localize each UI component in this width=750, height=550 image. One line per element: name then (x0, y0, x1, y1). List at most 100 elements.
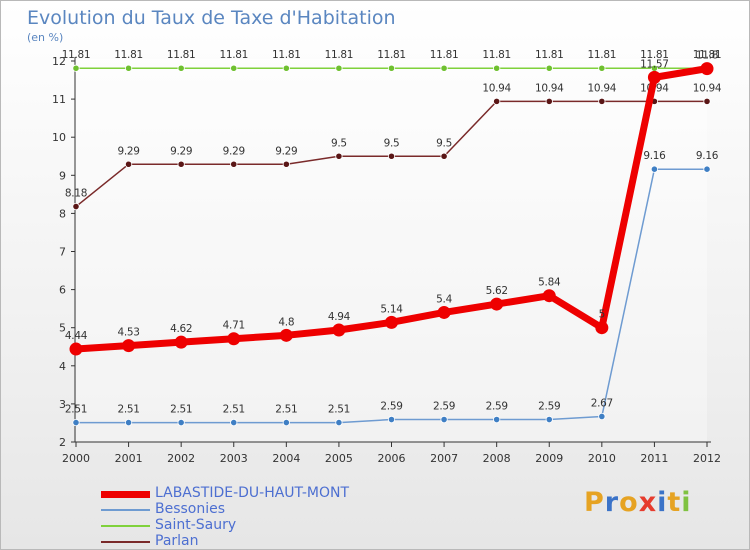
data-point-parlan (124, 160, 133, 168)
data-label-labastide-du-haut-mont: 5 (599, 309, 605, 321)
data-point-parlan (703, 97, 711, 105)
y-tick-label: 4 (59, 360, 66, 373)
data-label-bessonies: 2.67 (591, 397, 613, 409)
data-label-saint-saury: 11.81 (272, 49, 301, 61)
data-label-labastide-du-haut-mont: 4.8 (278, 316, 294, 328)
legend-label-saint-saury: Saint-Saury (155, 517, 237, 533)
data-point-labastide-du-haut-mont (700, 62, 714, 76)
plot-area (76, 59, 707, 442)
data-point-bessonies (598, 412, 606, 421)
data-label-bessonies: 2.59 (538, 401, 560, 413)
data-label-saint-saury: 11.81 (693, 49, 722, 61)
y-tick-label: 3 (59, 398, 66, 411)
legend-label-labastide: LABASTIDE-DU-HAUT-MONT (155, 485, 349, 501)
data-point-parlan (72, 202, 80, 211)
data-label-saint-saury: 11.81 (219, 49, 248, 61)
logo-letter: t (667, 487, 682, 518)
data-point-labastide-du-haut-mont (227, 332, 241, 346)
x-tick-label: 2005 (325, 452, 353, 465)
data-label-saint-saury: 11.81 (588, 49, 617, 61)
data-point-bessonies (545, 415, 553, 424)
chart-title: Evolution du Taux de Taxe d'Habitation (27, 7, 396, 29)
data-point-labastide-du-haut-mont (385, 315, 398, 329)
legend-label-bessonies: Bessonies (155, 501, 226, 517)
x-tick-label: 2007 (430, 452, 458, 465)
data-point-labastide-du-haut-mont (595, 321, 609, 335)
data-label-parlan: 9.29 (275, 145, 297, 157)
x-tick-label: 2009 (535, 452, 563, 465)
data-point-saint-saury (282, 64, 290, 72)
data-point-bessonies (282, 418, 290, 427)
data-point-parlan (598, 97, 606, 105)
data-point-saint-saury (545, 64, 553, 72)
data-label-labastide-du-haut-mont: 4.62 (170, 323, 192, 335)
data-label-parlan: 9.29 (223, 145, 245, 157)
x-tick-label: 2012 (693, 452, 721, 465)
data-label-labastide-du-haut-mont: 4.44 (65, 330, 88, 342)
data-point-bessonies (650, 165, 659, 173)
data-point-parlan (177, 160, 185, 168)
data-label-bessonies: 2.51 (117, 404, 139, 416)
logo-letter: P (584, 487, 605, 518)
data-point-parlan (440, 152, 448, 160)
data-label-bessonies: 2.51 (328, 404, 350, 416)
data-point-saint-saury (72, 64, 80, 72)
legend-swatch-saint-saury (101, 525, 150, 527)
legend-label-parlan: Parlan (155, 533, 199, 549)
data-point-parlan (282, 160, 290, 168)
data-label-labastide-du-haut-mont: 4.53 (117, 327, 139, 339)
data-label-labastide-du-haut-mont: 5.84 (538, 277, 561, 289)
y-tick-label: 2 (59, 436, 66, 449)
data-point-bessonies (493, 415, 501, 424)
y-tick-label: 9 (59, 169, 66, 182)
data-label-parlan: 8.18 (65, 188, 87, 200)
data-point-bessonies (72, 418, 80, 427)
data-point-saint-saury (387, 64, 396, 72)
data-label-parlan: 10.94 (535, 82, 564, 94)
data-label-saint-saury: 11.81 (325, 49, 354, 61)
data-point-saint-saury (230, 64, 238, 72)
data-point-parlan (387, 152, 396, 160)
data-label-bessonies: 9.16 (643, 150, 666, 162)
logo-letter: i (657, 487, 668, 518)
data-label-bessonies: 2.51 (170, 404, 192, 416)
data-label-bessonies: 2.59 (433, 401, 455, 413)
data-point-labastide-du-haut-mont (122, 339, 136, 353)
x-tick-label: 2011 (640, 452, 668, 465)
data-point-saint-saury (177, 64, 185, 72)
data-label-saint-saury: 11.81 (62, 49, 91, 61)
data-label-saint-saury: 11.81 (430, 49, 459, 61)
data-point-parlan (230, 160, 238, 168)
data-label-saint-saury: 11.81 (114, 49, 143, 61)
legend-swatch-parlan (101, 541, 150, 543)
logo-letter: o (619, 487, 639, 518)
data-point-labastide-du-haut-mont (490, 297, 504, 311)
data-label-saint-saury: 11.81 (535, 49, 564, 61)
data-label-labastide-du-haut-mont: 5.4 (436, 293, 452, 305)
data-point-labastide-du-haut-mont (174, 335, 188, 349)
data-point-saint-saury (598, 64, 606, 72)
data-label-bessonies: 2.51 (275, 404, 297, 416)
x-tick-label: 2008 (483, 452, 511, 465)
data-point-labastide-du-haut-mont (279, 328, 293, 342)
data-label-parlan: 10.94 (482, 82, 511, 94)
data-label-bessonies: 2.59 (380, 401, 402, 413)
data-point-saint-saury (124, 64, 133, 72)
data-label-bessonies: 2.51 (65, 404, 87, 416)
data-point-labastide-du-haut-mont (542, 289, 556, 303)
y-tick-label: 11 (52, 93, 66, 106)
data-label-labastide-du-haut-mont: 5.62 (486, 285, 508, 297)
proxiti-logo: Proxiti (584, 487, 692, 518)
data-point-parlan (493, 97, 501, 105)
data-point-bessonies (335, 418, 343, 427)
y-axis-unit-label: (en %) (27, 31, 64, 44)
data-point-bessonies (440, 415, 448, 424)
y-tick-label: 12 (52, 55, 66, 68)
logo-letter: i (681, 487, 692, 518)
y-tick-label: 6 (59, 284, 66, 297)
data-label-saint-saury: 11.81 (482, 49, 511, 61)
data-point-saint-saury (493, 64, 501, 72)
data-label-parlan: 9.5 (436, 137, 452, 149)
